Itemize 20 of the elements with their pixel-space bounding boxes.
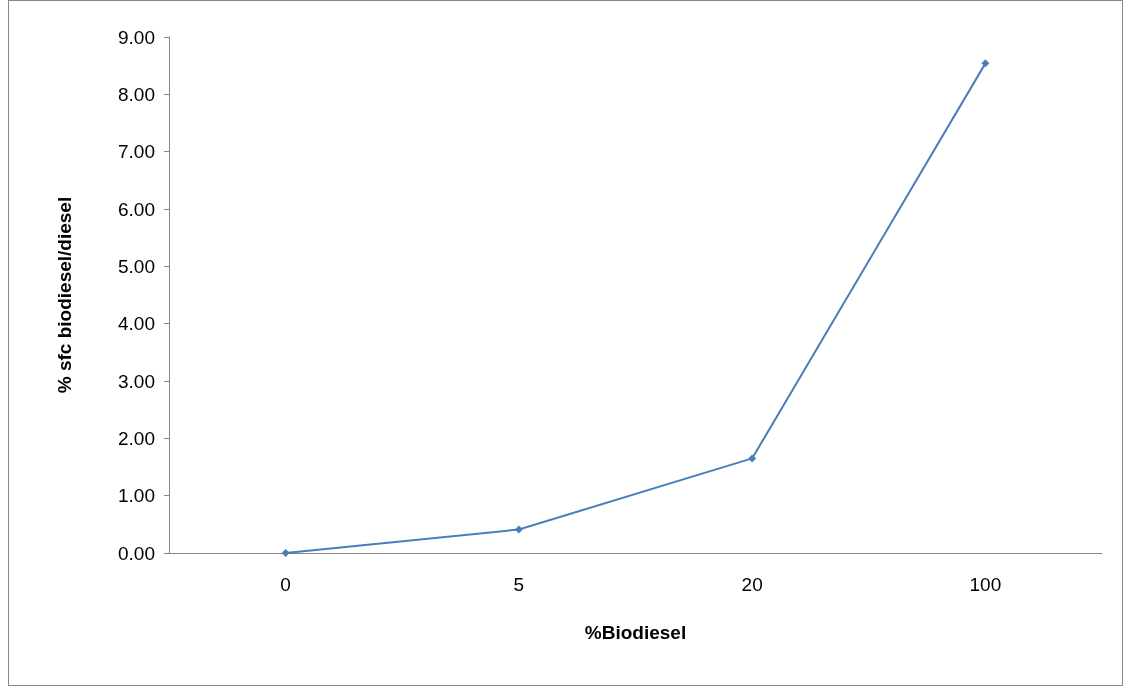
point xyxy=(748,454,757,463)
point xyxy=(981,59,990,68)
y-tick-label: 3.00 xyxy=(118,370,155,392)
y-tick-label: 4.00 xyxy=(118,313,155,335)
point xyxy=(514,525,523,534)
y-tick-label: 6.00 xyxy=(118,198,155,220)
x-axis-title: %Biodiesel xyxy=(584,622,687,643)
y-tick-label: 2.00 xyxy=(118,427,155,449)
y-tick-label: 9.00 xyxy=(118,26,155,48)
x-tick-label: 20 xyxy=(741,574,763,595)
y-axis-title: % sfc biodiesel/diesel xyxy=(54,196,75,394)
y-tick-label: 8.00 xyxy=(118,83,155,105)
y-tick-label: 1.00 xyxy=(118,485,155,507)
x-tick-label: 100 xyxy=(969,574,1002,595)
y-tick-label: 5.00 xyxy=(118,255,155,277)
y-tick-label: 7.00 xyxy=(118,141,155,163)
x-tick-label: 5 xyxy=(513,574,525,595)
y-tick-label: 0.00 xyxy=(118,542,155,564)
x-tick-label: 0 xyxy=(280,574,291,595)
point xyxy=(281,549,290,557)
